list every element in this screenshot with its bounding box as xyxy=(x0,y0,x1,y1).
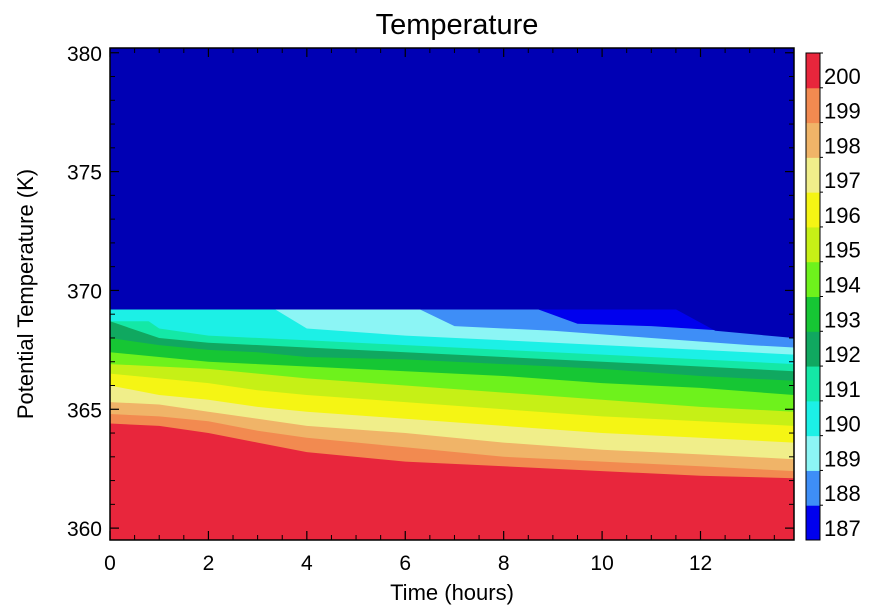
colorbar-swatch-190 xyxy=(806,400,820,437)
y-axis-ticks: 360 365 370 375 380 xyxy=(67,43,794,541)
colorbar-swatch-193 xyxy=(806,296,820,332)
colorbar-label: 197 xyxy=(824,168,861,193)
colorbar-label: 199 xyxy=(824,99,861,124)
colorbar-swatch-188 xyxy=(806,470,820,506)
colorbar-label: 190 xyxy=(824,412,861,437)
contour-band-186 xyxy=(110,48,794,338)
colorbar-label: 192 xyxy=(824,342,861,367)
contour-bands xyxy=(110,48,794,479)
x-tick-label: 0 xyxy=(104,552,116,575)
colorbar-swatch-196 xyxy=(806,192,820,228)
colorbar-swatch-191 xyxy=(806,366,820,402)
colorbar-swatch-197 xyxy=(806,157,820,193)
colorbar-swatch-187 xyxy=(806,505,820,541)
x-tick-label: 10 xyxy=(590,552,613,575)
y-tick-label: 365 xyxy=(67,399,102,422)
chart-title: Temperature xyxy=(376,9,539,41)
colorbar-label: 193 xyxy=(824,307,861,332)
x-axis-label: Time (hours) xyxy=(390,580,514,605)
plot-frame xyxy=(109,47,795,541)
colorbar-frame xyxy=(805,52,821,541)
colorbar-label: 194 xyxy=(824,273,861,298)
y-tick-label: 370 xyxy=(67,280,102,303)
colorbar-label: 191 xyxy=(824,377,861,402)
colorbar-label: 196 xyxy=(824,203,861,228)
x-tick-label: 6 xyxy=(399,552,411,575)
colorbar-swatch-194 xyxy=(806,261,820,297)
colorbar-swatch-199 xyxy=(806,87,820,124)
colorbar-swatch-189 xyxy=(806,435,820,471)
colorbar-label: 188 xyxy=(824,481,861,506)
colorbar-label: 200 xyxy=(824,64,861,89)
colorbar-swatch-195 xyxy=(806,226,820,263)
colorbar-swatch-192 xyxy=(806,331,820,367)
y-tick-label: 380 xyxy=(67,43,102,66)
y-axis-label: Potential Temperature (K) xyxy=(13,169,38,419)
colorbar-swatch-198 xyxy=(806,122,820,158)
colorbar-label: 195 xyxy=(824,238,861,263)
y-tick-label: 360 xyxy=(67,518,102,541)
colorbar-label: 187 xyxy=(824,516,861,541)
x-tick-label: 4 xyxy=(301,552,313,575)
x-tick-label: 2 xyxy=(203,552,215,575)
colorbar-label: 198 xyxy=(824,133,861,158)
colorbar: 187 188 189 190 191 192 193 194 195 196 197 198 199 2… xyxy=(805,52,861,541)
y-tick-label: 375 xyxy=(67,162,102,185)
x-tick-label: 8 xyxy=(498,552,510,575)
colorbar-label: 189 xyxy=(824,446,861,471)
x-tick-label: 12 xyxy=(689,552,712,575)
colorbar-swatch-200 xyxy=(806,53,820,89)
